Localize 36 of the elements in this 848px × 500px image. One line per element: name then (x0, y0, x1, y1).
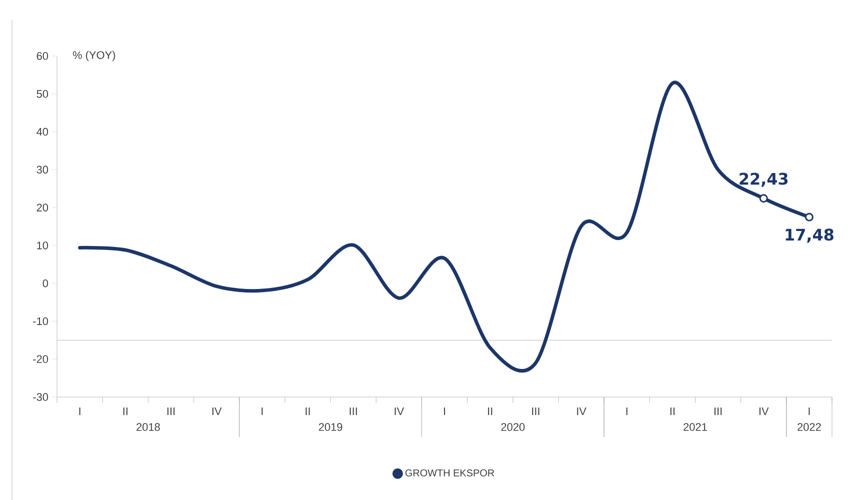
x-tick-label: III (350, 408, 357, 416)
y-tick-label: 0 (42, 279, 48, 288)
x-tick-label: II (123, 408, 128, 416)
y-tick-label: -20 (33, 355, 48, 363)
text: 2021 (684, 423, 707, 431)
x-tick-label: III (167, 408, 175, 416)
data-label: 17,48 (786, 228, 834, 243)
x-tick-label: IV (212, 408, 222, 416)
x-tick-label: I (444, 408, 446, 416)
y-tick-label: 60 (36, 52, 48, 60)
y-tick-label: 50 (36, 90, 48, 98)
x-tick-label: IV (577, 408, 586, 416)
x-tick-label: IV (759, 408, 769, 416)
x-tick-label: II (306, 408, 310, 416)
x-tick-label: III (714, 408, 722, 416)
y-tick-label: -30 (33, 393, 48, 401)
text: 2018 (136, 423, 160, 431)
x-tick-label: I (626, 408, 628, 416)
x-tick-label: I (808, 408, 810, 416)
x-tick-label: II (488, 408, 492, 416)
x-tick-label: I (262, 408, 263, 416)
text: 2019 (318, 423, 342, 431)
y-tick-label: 40 (36, 128, 48, 136)
text: 2022 (798, 423, 821, 431)
y-tick-label: 30 (36, 166, 48, 174)
x-tick-label: I (79, 408, 80, 416)
y-tick-label: 10 (37, 242, 48, 250)
text: 2020 (501, 423, 525, 431)
x-tick-label: II (670, 408, 674, 416)
x-tick-label: IV (394, 408, 404, 416)
y-tick-label: -10 (33, 317, 48, 326)
y-axis-title: % (YOY) (72, 50, 116, 62)
y-tick-label: 20 (36, 204, 48, 212)
legend-label: GROWTH EKSPOR (405, 469, 494, 476)
x-tick-label: III (532, 408, 540, 416)
data-label: 22,43 (740, 172, 788, 187)
